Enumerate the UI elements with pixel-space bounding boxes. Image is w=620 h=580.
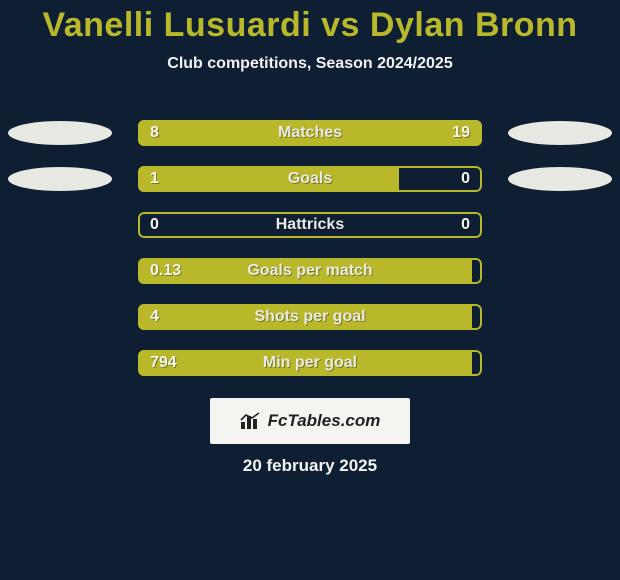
stat-bar-fill-left: [138, 304, 472, 330]
page-title: Vanelli Lusuardi vs Dylan Bronn: [0, 0, 620, 45]
stat-row: 794Min per goal: [8, 340, 612, 386]
stat-bar: 819Matches: [138, 120, 482, 146]
stat-bar-border: [138, 212, 482, 238]
stat-row: 0 0Hattricks: [8, 202, 612, 248]
bar-chart-icon: [240, 412, 262, 430]
stat-bar-fill-left: [138, 258, 472, 284]
stat-value-right: 0: [461, 216, 470, 234]
stat-value-left: 794: [150, 354, 177, 372]
player-oval-right: [508, 121, 612, 145]
stat-bar-fill-left: [138, 166, 399, 192]
stat-row: 4Shots per goal: [8, 294, 612, 340]
stat-bar: 794Min per goal: [138, 350, 482, 376]
stat-bar: 0 0Hattricks: [138, 212, 482, 238]
player-oval-left: [8, 121, 112, 145]
stat-value-left: 4: [150, 308, 159, 326]
fctables-badge[interactable]: FcTables.com: [210, 398, 410, 444]
stat-value-right: 0: [461, 170, 470, 188]
stat-value-left: 0.13: [150, 262, 181, 280]
stat-value-left: 1: [150, 170, 159, 188]
comparison-infographic: Vanelli Lusuardi vs Dylan Bronn Club com…: [0, 0, 620, 580]
stat-row: 819Matches: [8, 110, 612, 156]
player-oval-left: [8, 167, 112, 191]
stat-bar: 0.13Goals per match: [138, 258, 482, 284]
footer-date: 20 february 2025: [0, 456, 620, 476]
stat-value-right: 19: [452, 124, 470, 142]
stat-value-left: 0: [150, 216, 159, 234]
stat-value-left: 8: [150, 124, 159, 142]
stat-bar-fill-right: [234, 120, 482, 146]
stat-bar: 10Goals: [138, 166, 482, 192]
player-oval-right: [508, 167, 612, 191]
stat-bar: 4Shots per goal: [138, 304, 482, 330]
stat-metric-label: Hattricks: [138, 216, 482, 234]
badge-text: FcTables.com: [268, 411, 381, 431]
stat-row: 10Goals: [8, 156, 612, 202]
stat-row: 0.13Goals per match: [8, 248, 612, 294]
stat-bar-fill-left: [138, 350, 472, 376]
page-subtitle: Club competitions, Season 2024/2025: [0, 55, 620, 73]
stats-area: 819Matches10Goals00Hattricks0.13Goals pe…: [8, 110, 612, 386]
